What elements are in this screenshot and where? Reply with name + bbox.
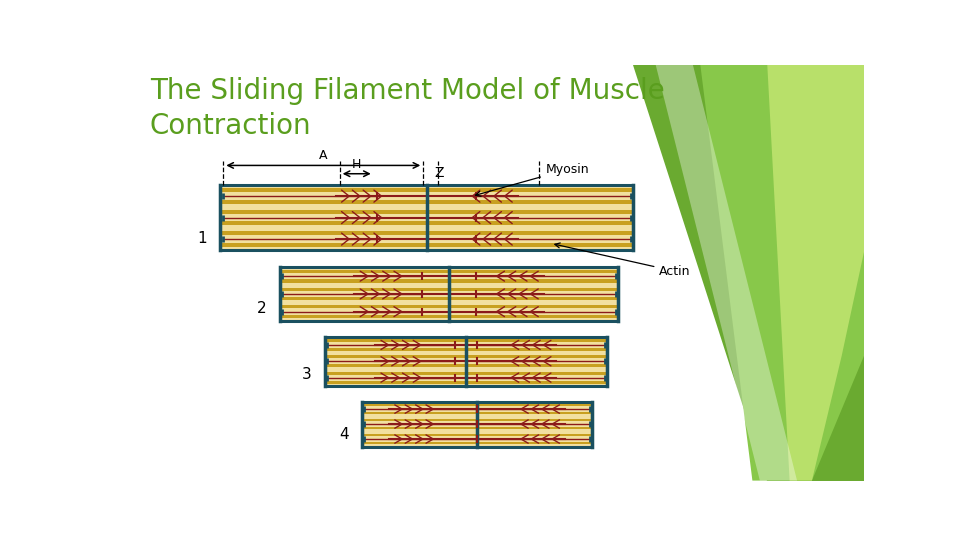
Bar [281,305,617,308]
Text: 1: 1 [198,231,207,246]
Bar [363,427,591,429]
Bar [281,279,617,282]
Text: Z: Z [434,166,444,180]
Polygon shape [634,65,864,481]
Bar [222,188,632,192]
Bar [222,243,632,247]
Text: H: H [352,158,361,171]
Bar [281,297,617,300]
Text: 4: 4 [339,427,348,442]
Polygon shape [701,65,864,481]
Polygon shape [767,65,864,481]
Bar [363,434,591,436]
Bar [326,355,606,359]
Text: A: A [319,149,327,162]
Bar [222,200,632,204]
Bar [326,348,606,351]
Bar [222,221,632,225]
Bar [326,381,606,383]
Bar [222,210,632,214]
Bar [221,185,634,250]
Text: 3: 3 [301,367,311,382]
Text: 2: 2 [257,301,267,316]
Bar [281,315,617,318]
Bar [281,270,617,273]
Bar [324,337,608,386]
Bar [281,287,617,291]
Bar [363,442,591,444]
Bar [363,404,591,407]
Text: The Sliding Filament Model of Muscle
Contraction: The Sliding Filament Model of Muscle Con… [150,77,664,140]
Bar [326,372,606,375]
Bar [326,364,606,367]
Text: Actin: Actin [555,243,691,278]
Bar [222,231,632,235]
Text: Myosin: Myosin [475,163,589,196]
Bar [363,418,591,421]
Bar [280,267,618,321]
Bar [362,402,592,447]
Bar [363,412,591,415]
Bar [326,339,606,342]
Polygon shape [656,65,797,481]
